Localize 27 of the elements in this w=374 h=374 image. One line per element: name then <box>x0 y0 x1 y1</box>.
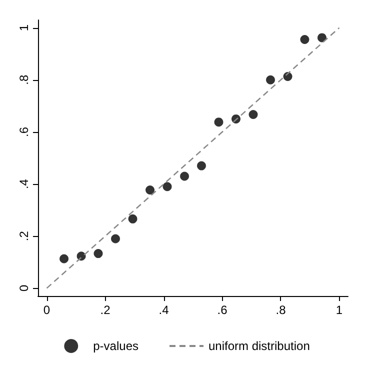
x-tick-label: .6 <box>217 303 228 317</box>
x-tick-label: .8 <box>276 303 286 317</box>
point <box>146 186 155 195</box>
legend-label: uniform distribution <box>208 339 310 353</box>
y-tick-label: .8 <box>17 74 31 85</box>
y-tick-label: .4 <box>17 178 31 190</box>
point <box>128 214 138 224</box>
point <box>248 110 258 120</box>
point <box>266 75 275 84</box>
y-tick-label: .2 <box>17 230 31 242</box>
point <box>94 249 103 258</box>
x-tick-label: .4 <box>158 303 170 317</box>
point <box>180 172 190 181</box>
point <box>317 33 326 42</box>
y-tick-label: 0 <box>17 284 31 292</box>
point <box>162 182 172 192</box>
x-tick-label: .2 <box>100 303 111 317</box>
point <box>60 254 69 264</box>
point <box>196 161 206 170</box>
x-tick-label: 0 <box>43 303 50 317</box>
y-tick-label: .6 <box>17 126 31 137</box>
point <box>300 35 310 44</box>
x-tick-label: 1 <box>336 303 343 317</box>
y-tick-label: 1 <box>17 24 31 32</box>
legend-label: p-values <box>93 339 138 353</box>
point <box>111 234 120 244</box>
point <box>214 118 224 127</box>
